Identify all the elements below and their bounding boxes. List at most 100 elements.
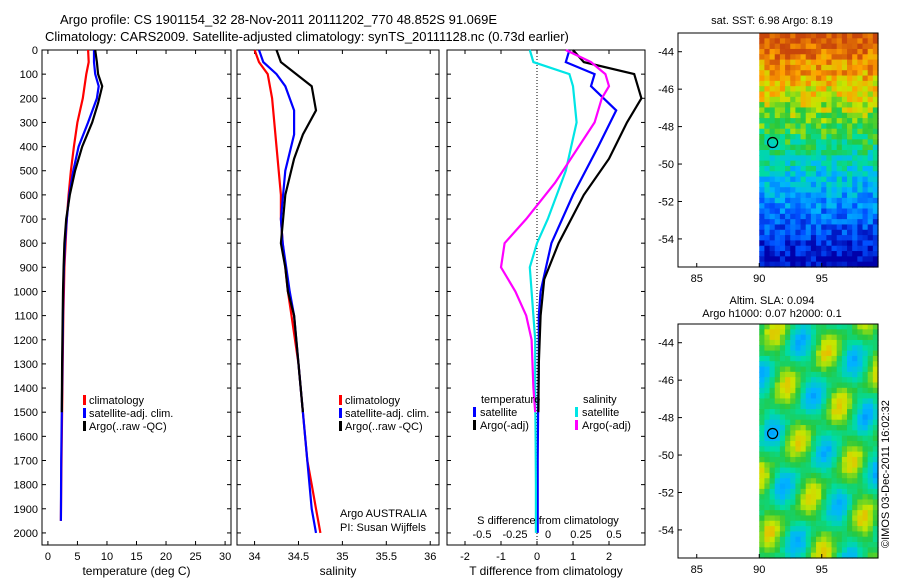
sla-map-cell [841, 398, 848, 405]
sla-map-cell [867, 483, 874, 490]
sla-map-cell [821, 499, 827, 506]
sla-map-cell [805, 366, 812, 373]
sst-map-cell [769, 86, 776, 93]
figure-title-line2: Climatology: CARS2009. Satellite-adjuste… [45, 29, 569, 44]
sst-map-cell [764, 70, 771, 77]
sst-map-cell [847, 38, 853, 45]
sst-map-cell [785, 208, 791, 215]
sla-map-cell [816, 446, 822, 453]
sst-map-cell [847, 64, 853, 71]
sla-map-cell [857, 547, 864, 554]
sla-map-cell [779, 494, 786, 501]
sla-map-cell [790, 435, 796, 442]
sst-map-cell [831, 187, 838, 194]
sla-map-title-line2: Argo h1000: 0.07 h2000: 0.1 [702, 308, 841, 320]
sla-map-cell [764, 334, 771, 341]
sla-map-cell [831, 355, 838, 362]
sst-map-cell [826, 245, 833, 252]
sst-map-cell [872, 96, 879, 103]
sla-map-cell [831, 451, 838, 458]
sst-map-cell [774, 70, 781, 77]
sst-map-cell [774, 59, 781, 66]
sst-map-cell [831, 75, 838, 82]
sst-map-cell [764, 118, 771, 125]
sst-map-cell [764, 38, 771, 45]
sst-map-cell [862, 80, 869, 87]
sla-map-cell [800, 393, 807, 400]
sla-map-cell [841, 414, 848, 421]
sla-map-cell [816, 542, 822, 548]
sst-map-cell [790, 43, 796, 50]
sst-map-cell [816, 251, 822, 257]
sla-map-cell [836, 510, 843, 517]
sst-map-cell [841, 240, 848, 247]
sst-map-cell [810, 128, 817, 135]
sst-map-cell [764, 203, 771, 210]
sst-map-cell [847, 43, 853, 50]
sst-map-cell [857, 144, 864, 151]
sla-map-cell [836, 409, 843, 416]
sla-map-cell [795, 520, 802, 527]
sla-map-cell [857, 324, 864, 330]
diff-legend-swatch [575, 407, 578, 417]
sla-map-cell [826, 329, 833, 336]
sst-map-cell [764, 256, 771, 263]
depth-tick-label: 1600 [14, 431, 38, 443]
sla-map-cell [810, 350, 817, 357]
sla-map-cell [785, 499, 791, 506]
sla-map-cell [779, 382, 786, 389]
sst-map-cell [785, 64, 791, 71]
sst-map-cell [852, 128, 858, 135]
sla-map-cell [805, 371, 812, 378]
sst-map-cell [841, 155, 848, 162]
sst-map-cell [769, 229, 776, 236]
sla-map-cell [872, 483, 879, 490]
sst-map-cell [816, 240, 822, 247]
sst-map-cell [774, 48, 781, 55]
sst-map-cell [805, 112, 812, 119]
sst-map-cell [862, 112, 869, 119]
sla-map-cell [852, 329, 858, 336]
sst-map-cell [821, 155, 827, 162]
sla-map-cell [790, 387, 796, 394]
sst-map-cell [872, 203, 879, 210]
sla-map-cell [816, 435, 822, 442]
sst-map-cell [795, 75, 802, 82]
sst-map-cell [836, 102, 843, 109]
sla-map-cell [800, 435, 807, 442]
sst-map-cell [872, 86, 879, 93]
sla-map-cell [795, 371, 802, 378]
sla-map-cell [764, 531, 771, 538]
sla-map-cell [810, 387, 817, 394]
sla-map-cell [867, 329, 874, 336]
sla-map-cell [774, 334, 781, 341]
sst-map-cell [816, 155, 822, 162]
sla-map-cell [779, 510, 786, 517]
sla-map-cell [862, 419, 869, 426]
sst-map-cell [774, 160, 781, 167]
sst-map-cell [800, 54, 807, 61]
sst-map-cell [852, 245, 858, 252]
sla-map-cell [867, 515, 874, 522]
sst-map-cell [805, 64, 812, 71]
sst-map-cell [769, 203, 776, 210]
sla-map-cell [836, 526, 843, 533]
sst-map-cell [816, 192, 822, 199]
sla-map-cell [821, 419, 827, 426]
sla-map-cell [774, 339, 781, 346]
sla-map-cell [790, 467, 796, 474]
sst-map-cell [764, 219, 771, 226]
sst-map-cell [769, 96, 776, 103]
sst-map-cell [841, 187, 848, 194]
sst-map-ytick-label: -44 [658, 47, 674, 59]
difference-series-t-satellite [536, 49, 618, 533]
sla-map-cell [831, 446, 838, 453]
sst-map-cell [826, 219, 833, 226]
sla-map-cell [779, 520, 786, 527]
sst-map-cell [785, 80, 791, 87]
sla-map-cell [831, 366, 838, 373]
sla-map-cell [759, 536, 766, 543]
sst-map-cell [826, 86, 833, 93]
sst-map-cell [800, 64, 807, 71]
sst-map-cell [857, 240, 864, 247]
